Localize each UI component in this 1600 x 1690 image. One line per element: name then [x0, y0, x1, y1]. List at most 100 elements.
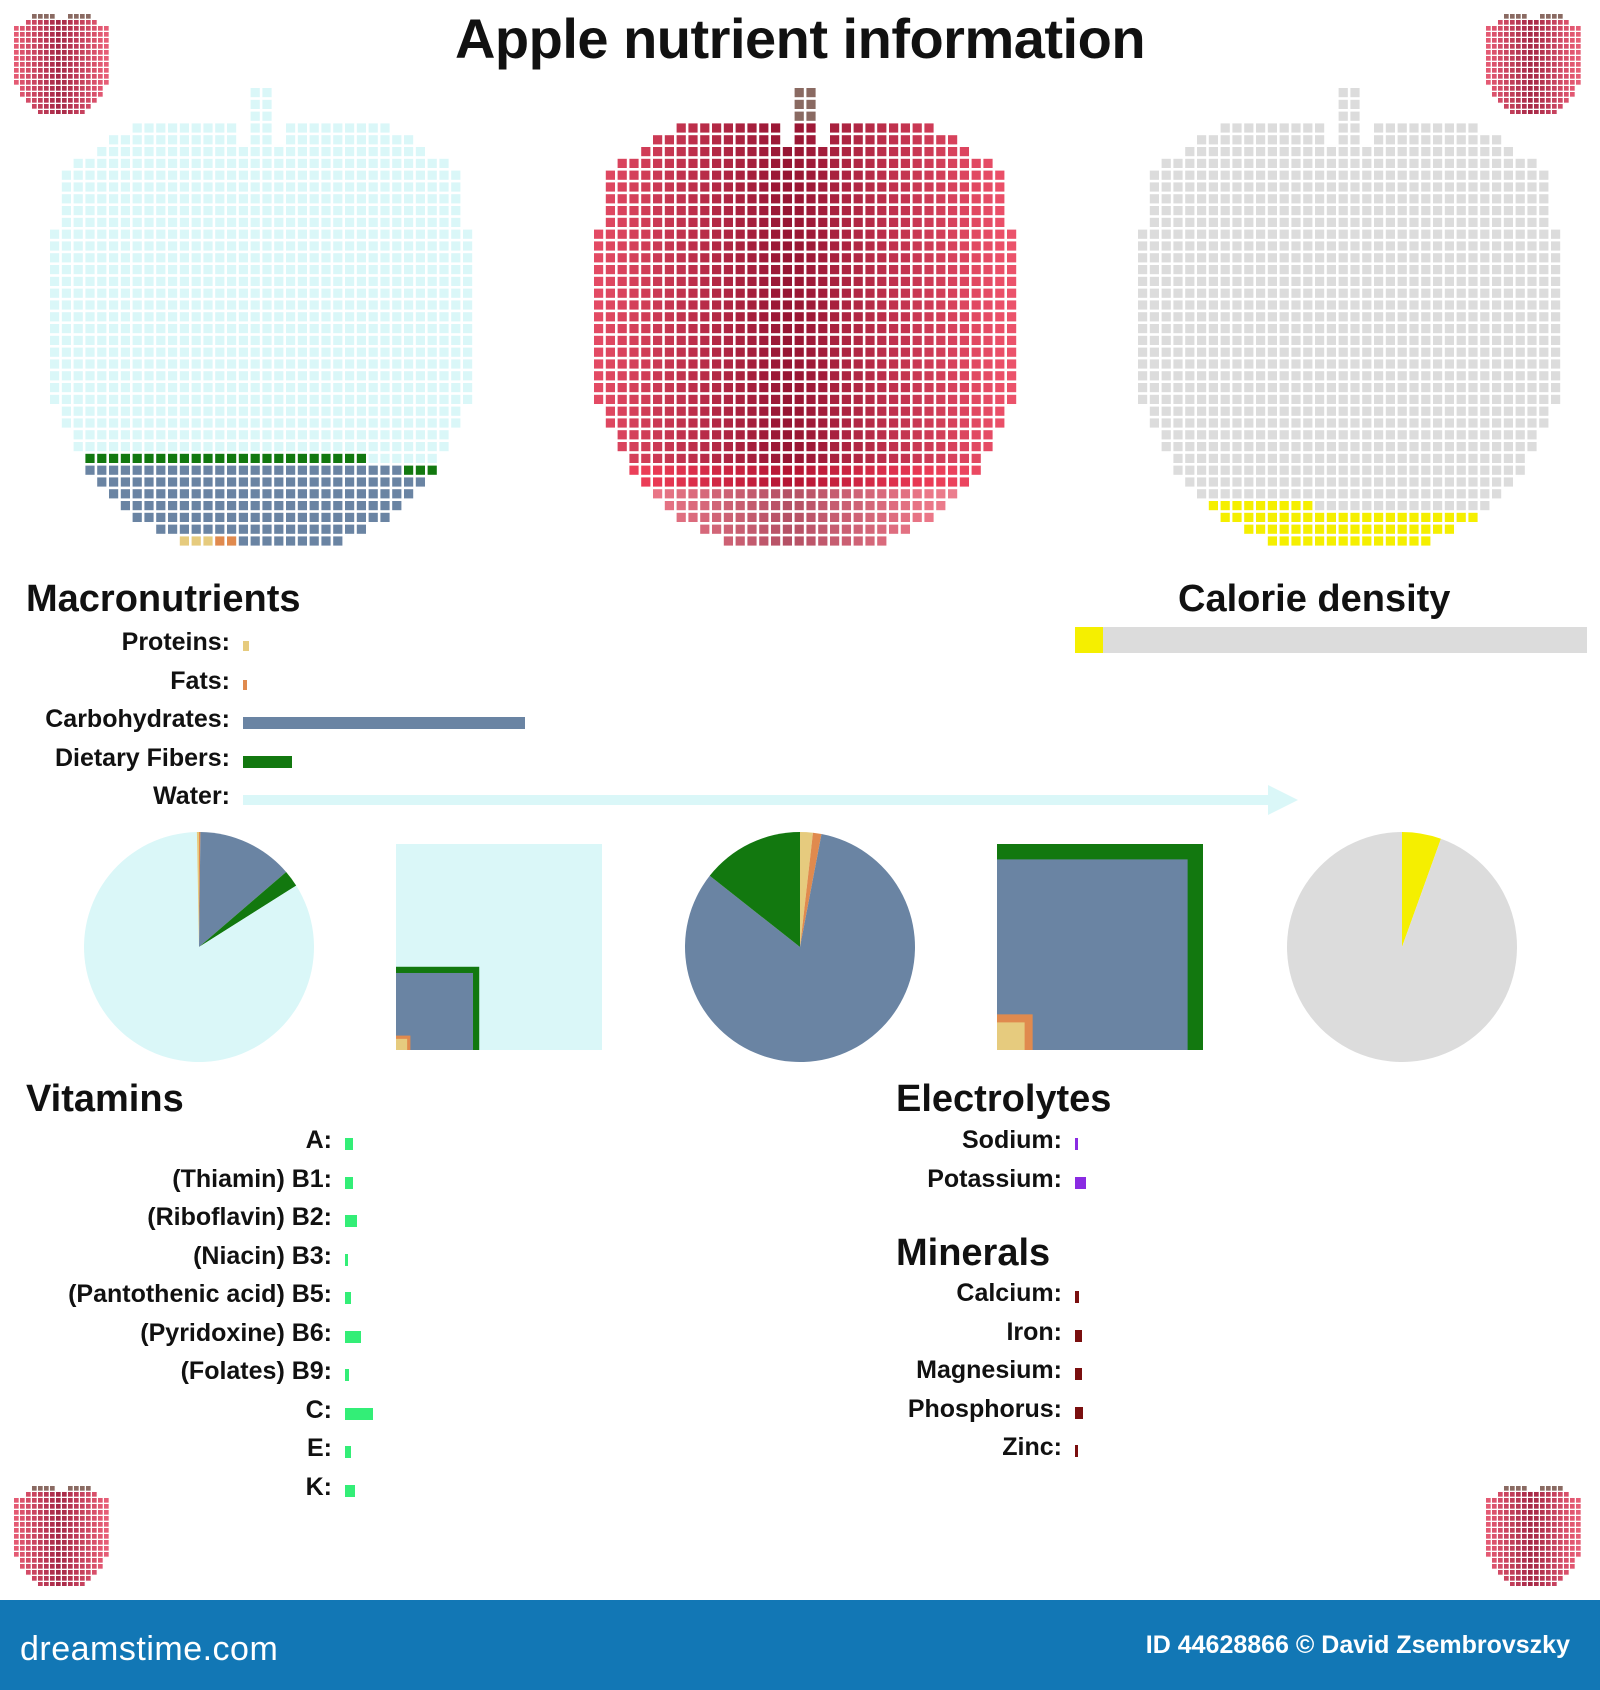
apple-pixel [641, 147, 651, 157]
apple-pixel [61, 217, 72, 228]
apple-pixel [73, 335, 83, 346]
apple-pixel [1540, 1498, 1545, 1503]
apple-pixel [1576, 56, 1581, 61]
apple-pixel [356, 241, 367, 251]
apple-pixel [97, 347, 107, 357]
apple-pixel [215, 206, 225, 216]
apple-pixel [74, 92, 79, 97]
apple-pixel [1456, 406, 1466, 416]
apple-pixel [132, 477, 142, 487]
apple-pixel [309, 265, 319, 275]
apple-pixel [32, 68, 37, 73]
apple-pixel [14, 68, 19, 73]
apple-pixel [676, 359, 686, 369]
apple-pixel [1492, 477, 1502, 487]
apple-pixel [1552, 1546, 1557, 1551]
apple-pixel [1291, 241, 1301, 251]
apple-pixel [1564, 1522, 1569, 1527]
apple-pixel [73, 265, 83, 275]
apple-pixel [1374, 430, 1384, 440]
apple-pixel [73, 442, 83, 452]
apple-pixel [818, 335, 828, 346]
apple-pixel [203, 430, 213, 440]
apple-pixel [747, 394, 757, 405]
apple-pixel [132, 206, 142, 216]
apple-pixel [983, 229, 993, 239]
apple-pixel [1385, 170, 1396, 180]
apple-pixel [1515, 359, 1525, 369]
apple-pixel [56, 74, 61, 79]
apple-pixel [1421, 512, 1431, 523]
apple-pixel [688, 383, 698, 393]
bar-c [345, 1407, 373, 1420]
apple-pixel [1468, 194, 1478, 204]
apple-pixel [1256, 371, 1266, 381]
apple-pixel [1480, 229, 1490, 239]
apple-pixel [44, 1504, 49, 1509]
apple-pixel [948, 182, 958, 192]
apple-pixel [1522, 1498, 1527, 1503]
apple-pixel [853, 465, 863, 475]
apple-pixel [653, 253, 663, 263]
apple-pixel [1315, 324, 1325, 334]
apple-pixel [641, 453, 651, 464]
apple-pixel [1558, 1564, 1563, 1569]
apple-pixel [771, 430, 781, 440]
apple-pixel [392, 194, 402, 204]
apple-pixel [1546, 86, 1551, 91]
apple-pixel [85, 170, 95, 180]
apple-pixel [203, 229, 213, 239]
apple-pixel [1362, 359, 1372, 369]
apple-pixel [865, 512, 875, 523]
apple-pixel [1534, 38, 1539, 43]
apple-pixel [356, 324, 367, 334]
apple-pixel [1397, 524, 1407, 534]
apple-pixel [61, 394, 72, 405]
apple-pixel [1267, 182, 1278, 192]
apple-pixel [1433, 241, 1443, 251]
apple-pixel [345, 524, 355, 534]
apple-pixel [262, 394, 272, 405]
apple-pixel [321, 229, 331, 239]
apple-pixel [1540, 1552, 1545, 1557]
apple-pixel [924, 324, 934, 334]
apple-pixel [877, 194, 887, 204]
apple-pixel [92, 74, 97, 79]
apple-pixel [995, 324, 1005, 334]
apple-pixel [1498, 1492, 1503, 1497]
row-label: Proteins: [121, 628, 230, 656]
apple-pixel [865, 347, 875, 357]
apple-pixel [794, 194, 804, 204]
apple-pixel [1315, 489, 1325, 499]
apple-pixel [215, 536, 225, 546]
apple-pixel [759, 170, 769, 180]
footer-logo[interactable]: dreamstime.com [20, 1630, 279, 1668]
apple-pixel [1315, 265, 1325, 275]
apple-pixel [889, 465, 899, 475]
apple-pixel [1197, 182, 1207, 192]
apple-pixel [900, 477, 911, 487]
apple-pixel [1504, 1546, 1509, 1551]
apple-pixel [1267, 371, 1278, 381]
apple-pixel [1558, 80, 1563, 85]
apple-pixel [1161, 170, 1171, 180]
apple-pixel [392, 206, 402, 216]
apple-pixel [1173, 418, 1183, 428]
apple-pixel [1504, 74, 1509, 79]
apple-pixel [309, 158, 319, 169]
apple-pixel [392, 501, 402, 511]
apple-pixel [286, 489, 296, 499]
apple-pixel [26, 1528, 31, 1533]
apple-pixel [463, 371, 473, 381]
apple-pixel [806, 465, 816, 475]
apple-pixel [1350, 312, 1360, 322]
apple-pixel [1149, 217, 1160, 228]
apple-pixel [144, 418, 154, 428]
apple-pixel [44, 86, 49, 91]
apple-pixel [73, 430, 83, 440]
apple-pixel [924, 489, 934, 499]
apple-pixel [1409, 158, 1419, 169]
bar-magnesium [1075, 1368, 1083, 1380]
apple-pixel [1510, 1564, 1515, 1569]
apple-pixel [56, 1534, 61, 1539]
